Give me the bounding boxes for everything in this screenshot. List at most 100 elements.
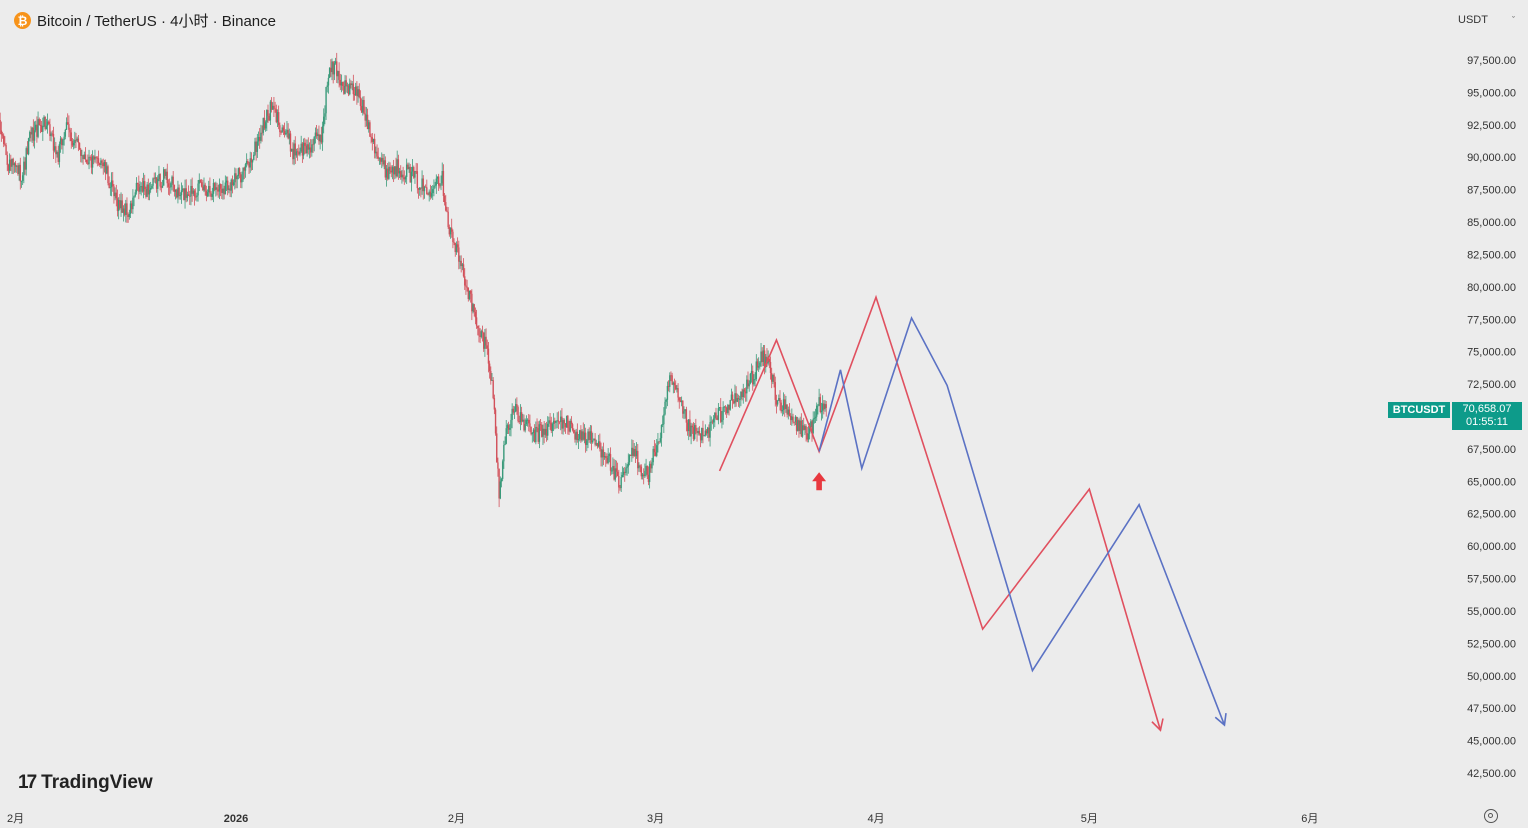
candle-body (117, 200, 120, 212)
candle-body (11, 158, 13, 167)
price-axis[interactable]: 42,500.00 45,000.00 47,500.00 50,000.00 52,5… (1467, 55, 1516, 780)
candle-body (747, 379, 749, 387)
candle-body (283, 130, 286, 135)
candle-body (237, 168, 240, 177)
currency-selector[interactable]: USDT ˇ (1458, 14, 1515, 26)
settings-gear-icon[interactable] (1484, 809, 1498, 823)
candle-body (727, 404, 729, 413)
symbol-title[interactable]: Bitcoin / TetherUS · 4小时 · Binance (37, 13, 276, 30)
candle-body (206, 192, 209, 196)
candle-body (403, 177, 405, 180)
candle-body (460, 260, 462, 267)
candle-body (555, 420, 557, 423)
candle-body (658, 441, 660, 443)
candle-body (524, 424, 526, 431)
candle-body (775, 399, 778, 405)
candle-body (287, 129, 289, 139)
candle-body (806, 433, 808, 440)
tradingview-logo[interactable]: 17 TradingView (18, 772, 153, 794)
candle-body (330, 67, 332, 73)
candle-body (748, 383, 750, 387)
candle-body (82, 155, 84, 159)
candle-body (818, 397, 820, 406)
candle-body (238, 168, 241, 175)
candle-body (38, 119, 40, 126)
candle-body (427, 194, 429, 195)
drawing-annotations[interactable] (718, 294, 1227, 732)
candle-body (711, 421, 714, 423)
candle-body (157, 179, 159, 189)
candle-body (49, 124, 51, 137)
candle-body (320, 134, 323, 143)
candle-body (313, 136, 315, 145)
symbol-header[interactable]: ₿ Bitcoin / TetherUS · 4小时 · Binance (14, 10, 276, 31)
candle-body (453, 242, 455, 243)
candle-body (439, 185, 441, 187)
candle-body (768, 358, 771, 362)
time-axis[interactable]: 2月 2026 2月 3月 4月 5月 6月 (7, 813, 1318, 825)
candle-body (84, 154, 87, 160)
candle-body (786, 404, 788, 415)
price-tick-label: 65,000.00 (1467, 476, 1516, 488)
candle-body (407, 164, 409, 170)
candle-body (656, 445, 658, 456)
candle-body (63, 136, 65, 140)
candle-body (8, 159, 11, 171)
candle-body (595, 443, 597, 445)
candle-body (401, 174, 403, 178)
candle-body (618, 475, 620, 488)
candle-body (720, 406, 722, 422)
price-tick-label: 82,500.00 (1467, 249, 1516, 261)
candle-body (190, 185, 192, 197)
candle-body (225, 180, 228, 183)
projection-arrowhead (1214, 713, 1227, 727)
candle-body (771, 372, 773, 382)
candle-body (686, 422, 689, 432)
candle-body (46, 121, 49, 126)
candle-body (759, 362, 761, 367)
candle-body (243, 167, 245, 171)
candle-body (596, 443, 599, 447)
candle-body (456, 244, 459, 248)
candle-body (603, 456, 606, 458)
candle-body (494, 409, 497, 434)
candle-body (695, 425, 697, 432)
candle-body (680, 400, 683, 403)
price-tick-label: 62,500.00 (1467, 509, 1516, 521)
projection-path[interactable] (718, 294, 1162, 731)
candle-body (419, 187, 421, 190)
candle-body (153, 178, 155, 180)
candle-body (760, 351, 762, 363)
candle-body (261, 132, 263, 134)
candle-body (459, 260, 461, 262)
candle-body (746, 379, 748, 394)
candle-body (148, 189, 151, 195)
candle-body (518, 421, 520, 423)
candle-body (345, 80, 347, 87)
candle-body (210, 193, 212, 197)
candle-body (29, 132, 31, 139)
candle-body (268, 115, 270, 121)
candle-body (377, 156, 379, 159)
candle-body (505, 428, 507, 444)
candle-body (372, 138, 375, 142)
candle-body (158, 173, 160, 180)
candle-body (0, 130, 3, 135)
buy-arrow-up-icon[interactable] (812, 472, 827, 491)
projection-path[interactable] (818, 315, 1226, 726)
candle-body (730, 394, 733, 401)
candle-body (810, 421, 812, 427)
candle-body (187, 194, 190, 196)
candle-body (186, 194, 189, 198)
candle-body (95, 157, 97, 158)
candle-body (177, 187, 179, 198)
candle-body (227, 180, 229, 190)
candle-body (279, 125, 281, 133)
candle-body (99, 163, 101, 165)
candle-body (155, 177, 158, 189)
candle-body (545, 428, 548, 436)
candle-body (659, 438, 661, 442)
candle-body (347, 85, 350, 95)
candle-body (817, 405, 819, 407)
